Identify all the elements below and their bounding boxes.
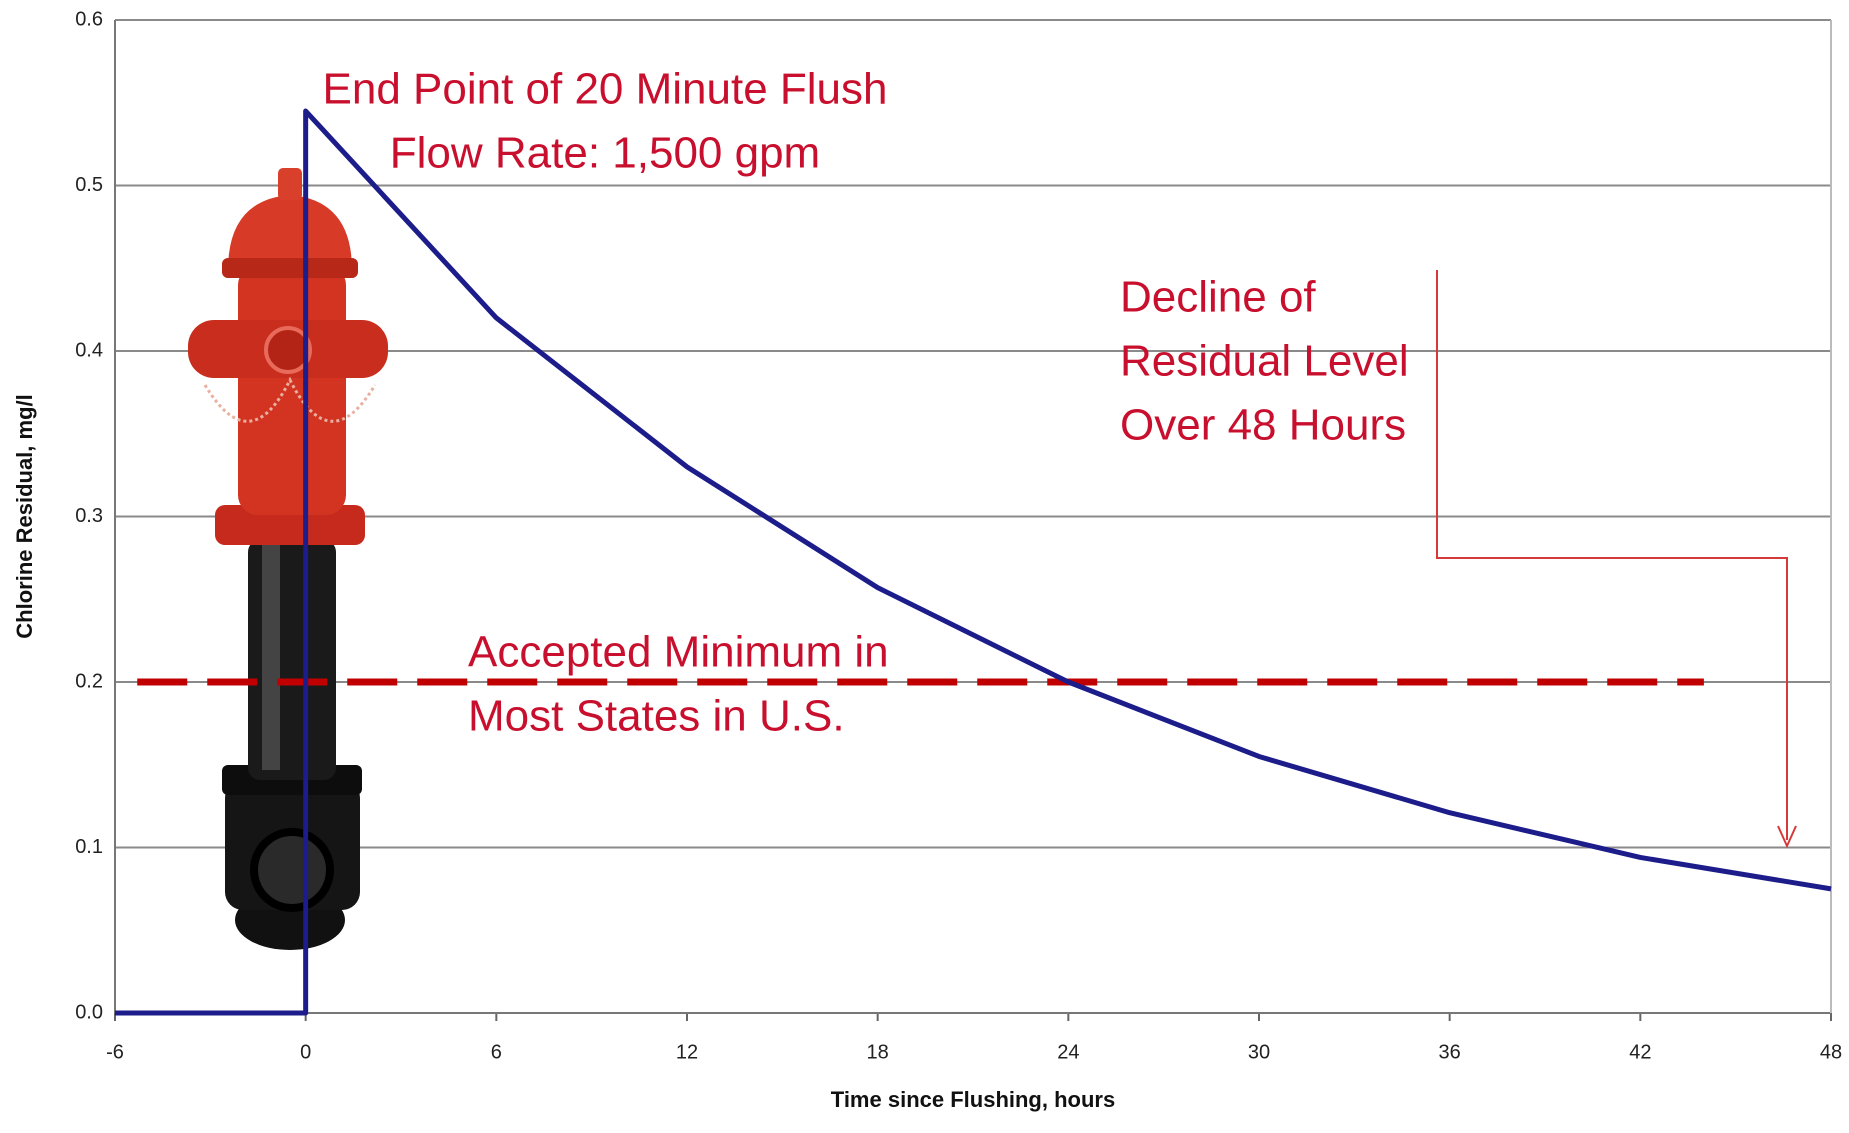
hydrant-shine <box>262 545 280 770</box>
annotation: Most States in U.S. <box>468 692 845 741</box>
annotation: Flow Rate: 1,500 gpm <box>390 129 820 178</box>
y-axis-title: Chlorine Residual, mg/l <box>12 394 37 638</box>
x-tick-label: 12 <box>676 1041 698 1063</box>
x-tick-label: 36 <box>1439 1041 1461 1063</box>
page: 0.0 0.1 0.2 0.3 0.4 0.5 0.6 -6 0 6 12 18 24 30 36 42 48 T… <box>0 0 1849 1128</box>
y-tick-label: 0.6 <box>75 8 103 30</box>
y-tick-label: 0.4 <box>75 339 103 361</box>
x-tick-label: 30 <box>1248 1041 1270 1063</box>
x-tick-label: 42 <box>1629 1041 1651 1063</box>
y-tick-label: 0.2 <box>75 670 103 692</box>
annotation: Decline of <box>1120 273 1316 322</box>
data-layer: End Point of 20 Minute Flush Flow Rate: 1… <box>115 65 1831 1013</box>
chart: 0.0 0.1 0.2 0.3 0.4 0.5 0.6 -6 0 6 12 18 24 30 36 42 48 T… <box>0 0 1849 1128</box>
y-tick-label: 0.1 <box>75 836 103 858</box>
y-tick-label: 0.5 <box>75 174 103 196</box>
annotation: Accepted Minimum in <box>468 628 889 677</box>
x-tick-label: 0 <box>300 1041 311 1063</box>
x-tick-label: -6 <box>106 1041 124 1063</box>
x-tick-label: 6 <box>491 1041 502 1063</box>
hydrant-collar <box>222 258 358 278</box>
y-tick-label: 0.3 <box>75 505 103 527</box>
annotation: Over 48 Hours <box>1120 401 1406 450</box>
annotation-arrow <box>1437 270 1787 840</box>
hydrant-illustration <box>188 168 388 950</box>
hydrant-pipe <box>248 540 336 780</box>
x-tick-label: 24 <box>1057 1041 1079 1063</box>
x-axis-title: Time since Flushing, hours <box>831 1087 1115 1112</box>
y-tick-label: 0.0 <box>75 1001 103 1023</box>
hydrant-port <box>254 832 330 908</box>
data-line <box>115 111 1831 1013</box>
annotation: End Point of 20 Minute Flush <box>323 65 888 114</box>
annotation: Residual Level <box>1120 337 1409 386</box>
hydrant-nut <box>278 168 302 200</box>
hydrant-body <box>238 265 346 515</box>
x-tick-label: 48 <box>1820 1041 1842 1063</box>
x-tick-label: 18 <box>867 1041 889 1063</box>
